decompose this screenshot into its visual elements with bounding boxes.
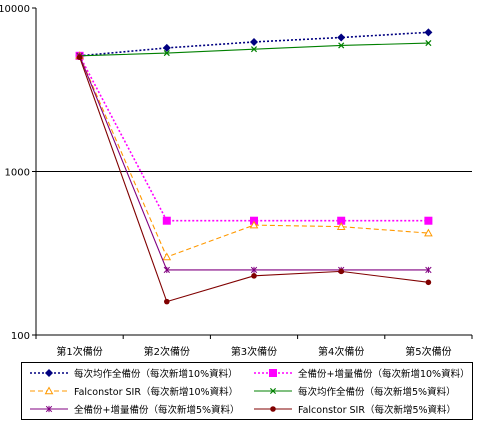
legend-item: Falconstor SIR（每次新增10%資料）	[28, 382, 238, 400]
x-tick-label: 第1次備份	[56, 345, 102, 358]
legend-item: 每次均作全備份（每次新增5%資料）	[252, 382, 456, 400]
series-2	[75, 51, 433, 225]
legend-label: 全備份+增量備份（每次新增10%資料）	[298, 369, 470, 380]
data-point	[250, 266, 258, 274]
data-point	[424, 28, 433, 37]
y-tick-label: 1000	[5, 168, 30, 179]
data-point	[425, 279, 432, 286]
legend-swatch	[30, 369, 68, 377]
legend-label: Falconstor SIR（每次新增10%資料）	[74, 387, 239, 398]
legend-swatch	[254, 406, 292, 412]
data-point	[162, 252, 172, 261]
series-layer	[75, 28, 433, 305]
series-3	[75, 51, 433, 261]
series-5	[76, 52, 432, 274]
series-line	[79, 57, 429, 303]
data-point	[251, 273, 257, 279]
x-tick-label: 第3次備份	[231, 345, 277, 358]
legend-item: 全備份+增量備份（每次新增5%資料）	[28, 400, 240, 418]
data-point	[163, 266, 170, 274]
legend-label: 每次均作全備份（每次新增5%資料）	[298, 387, 456, 398]
legend-marker	[44, 386, 54, 395]
legend-swatch	[254, 369, 292, 377]
data-point	[425, 266, 432, 274]
data-point	[163, 50, 170, 57]
data-point	[424, 216, 433, 225]
data-point	[338, 42, 345, 49]
legend-item: Falconstor SIR（每次新增5%資料）	[252, 400, 456, 418]
legend-marker	[269, 369, 277, 377]
data-point	[249, 220, 259, 229]
data-point	[338, 268, 345, 275]
y-tick-label: 10000	[0, 4, 30, 15]
data-point	[336, 222, 346, 230]
data-point	[425, 40, 432, 47]
x-tick-label: 第4次備份	[318, 345, 364, 358]
x-tick-label: 第5次備份	[405, 345, 451, 358]
data-point	[76, 54, 83, 61]
x-tick-label: 第2次備份	[144, 345, 190, 358]
legend-item: 每次均作全備份（每次新增10%資料）	[28, 364, 238, 382]
data-point	[164, 298, 170, 305]
axes	[32, 7, 473, 339]
legend-marker	[45, 369, 53, 377]
legend-label: 全備份+增量備份（每次新增5%資料）	[74, 405, 240, 416]
data-point	[424, 228, 433, 237]
legend-marker	[270, 406, 276, 412]
legend-label: Falconstor SIR（每次新增5%資料）	[298, 405, 457, 416]
data-point	[250, 37, 258, 46]
legend-swatch	[30, 405, 68, 413]
x-tick-labels: 第1次備份 第2次備份 第3次備份 第4次備份 第5次備份	[56, 345, 451, 358]
series-6	[76, 54, 432, 305]
data-point	[250, 46, 258, 53]
legend-swatch	[30, 386, 68, 395]
legend-marker	[269, 387, 277, 395]
series-line	[79, 55, 429, 271]
legend-swatch	[254, 387, 292, 395]
data-point	[337, 33, 346, 42]
data-point	[162, 43, 171, 52]
y-tick-labels: 100 1000 10000	[0, 4, 30, 342]
data-point	[337, 216, 346, 225]
y-tick-label: 100	[11, 331, 30, 342]
series-line	[78, 55, 429, 222]
legend-label: 每次均作全備份（每次新增10%資料）	[74, 369, 238, 380]
legend: 每次均作全備份（每次新增10%資料） 全備份+增量備份（每次新增10%資料） Fal…	[21, 362, 473, 420]
legend-marker	[45, 405, 53, 413]
data-point	[162, 216, 171, 225]
legend-item: 全備份+增量備份（每次新增10%資料）	[252, 364, 470, 382]
